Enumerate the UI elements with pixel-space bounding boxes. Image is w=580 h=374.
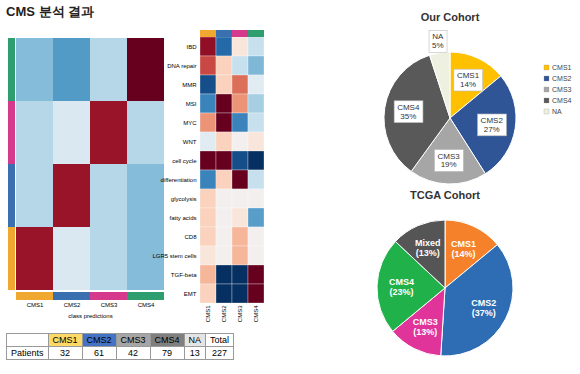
- html-text:CMS2: CMS2: [86, 335, 112, 345]
- svg-text:TCGA Cohort: TCGA Cohort: [410, 189, 480, 201]
- svg-text:CMS3: CMS3: [101, 302, 118, 308]
- svg-text:Mixed(13%): Mixed(13%): [415, 238, 441, 258]
- svg-text:TGF-beta: TGF-beta: [171, 272, 197, 278]
- svg-text:CMS2(37%): CMS2(37%): [471, 298, 496, 318]
- svg-text:CMS227%: CMS227%: [481, 116, 504, 134]
- svg-text:fatty acids: fatty acids: [169, 215, 196, 221]
- svg-text:CMS3(13%): CMS3(13%): [413, 317, 438, 337]
- svg-text:DNA repair: DNA repair: [167, 63, 196, 69]
- svg-text:CMS2: CMS2: [64, 302, 81, 308]
- html-text:61: 61: [94, 348, 105, 358]
- svg-text:CMS2: CMS2: [552, 75, 572, 82]
- svg-text:IBD: IBD: [186, 44, 197, 50]
- svg-text:CMS4(23%): CMS4(23%): [389, 277, 414, 297]
- html-text:42: 42: [128, 348, 139, 358]
- svg-text:Our Cohort: Our Cohort: [421, 11, 480, 23]
- svg-text:CMS1: CMS1: [552, 64, 572, 71]
- html-text:Total: Total: [210, 335, 230, 345]
- svg-text:CD8: CD8: [184, 234, 197, 240]
- svg-text:CMS114%: CMS114%: [457, 71, 480, 89]
- html-text:NA: NA: [188, 335, 202, 345]
- html-text:13: 13: [189, 348, 200, 358]
- svg-text:CMS2: CMS2: [221, 305, 227, 322]
- svg-text:CMS4: CMS4: [253, 305, 259, 322]
- svg-text:glycolysis: glycolysis: [171, 196, 197, 202]
- html-text:CMS1: CMS1: [52, 335, 78, 345]
- html-text:CMS3: CMS3: [120, 335, 146, 345]
- svg-text:LGR5 stem cells: LGR5 stem cells: [152, 253, 196, 259]
- html-text:CMS 분석 결과: CMS 분석 결과: [6, 4, 95, 19]
- svg-text:CMS319%: CMS319%: [438, 152, 461, 170]
- svg-text:NA: NA: [552, 108, 562, 115]
- svg-text:EMT: EMT: [184, 291, 197, 297]
- svg-text:CMS3: CMS3: [237, 305, 243, 322]
- svg-text:CMS4: CMS4: [552, 97, 572, 104]
- svg-text:CMS4: CMS4: [138, 302, 155, 308]
- html-text:32: 32: [60, 348, 70, 358]
- html-text:79: 79: [162, 348, 173, 358]
- svg-text:CMS1: CMS1: [205, 305, 211, 322]
- svg-text:MYC: MYC: [183, 120, 197, 126]
- html-text:Patients: Patients: [11, 348, 44, 358]
- svg-text:WNT: WNT: [183, 139, 197, 145]
- svg-text:MMR: MMR: [182, 82, 197, 88]
- svg-text:NA5%: NA5%: [432, 32, 444, 50]
- svg-text:CMS1(14%): CMS1(14%): [451, 239, 476, 259]
- svg-text:MSI: MSI: [186, 101, 197, 107]
- svg-text:class predictions: class predictions: [68, 313, 112, 319]
- html-text:227: 227: [212, 348, 228, 358]
- svg-text:cell cycle: cell cycle: [172, 158, 197, 164]
- svg-text:CMS3: CMS3: [552, 86, 572, 93]
- svg-text:CMS435%: CMS435%: [397, 103, 420, 121]
- svg-text:CMS1: CMS1: [27, 302, 44, 308]
- svg-text:differentiation: differentiation: [161, 177, 197, 183]
- html-text:CMS4: CMS4: [154, 335, 180, 345]
